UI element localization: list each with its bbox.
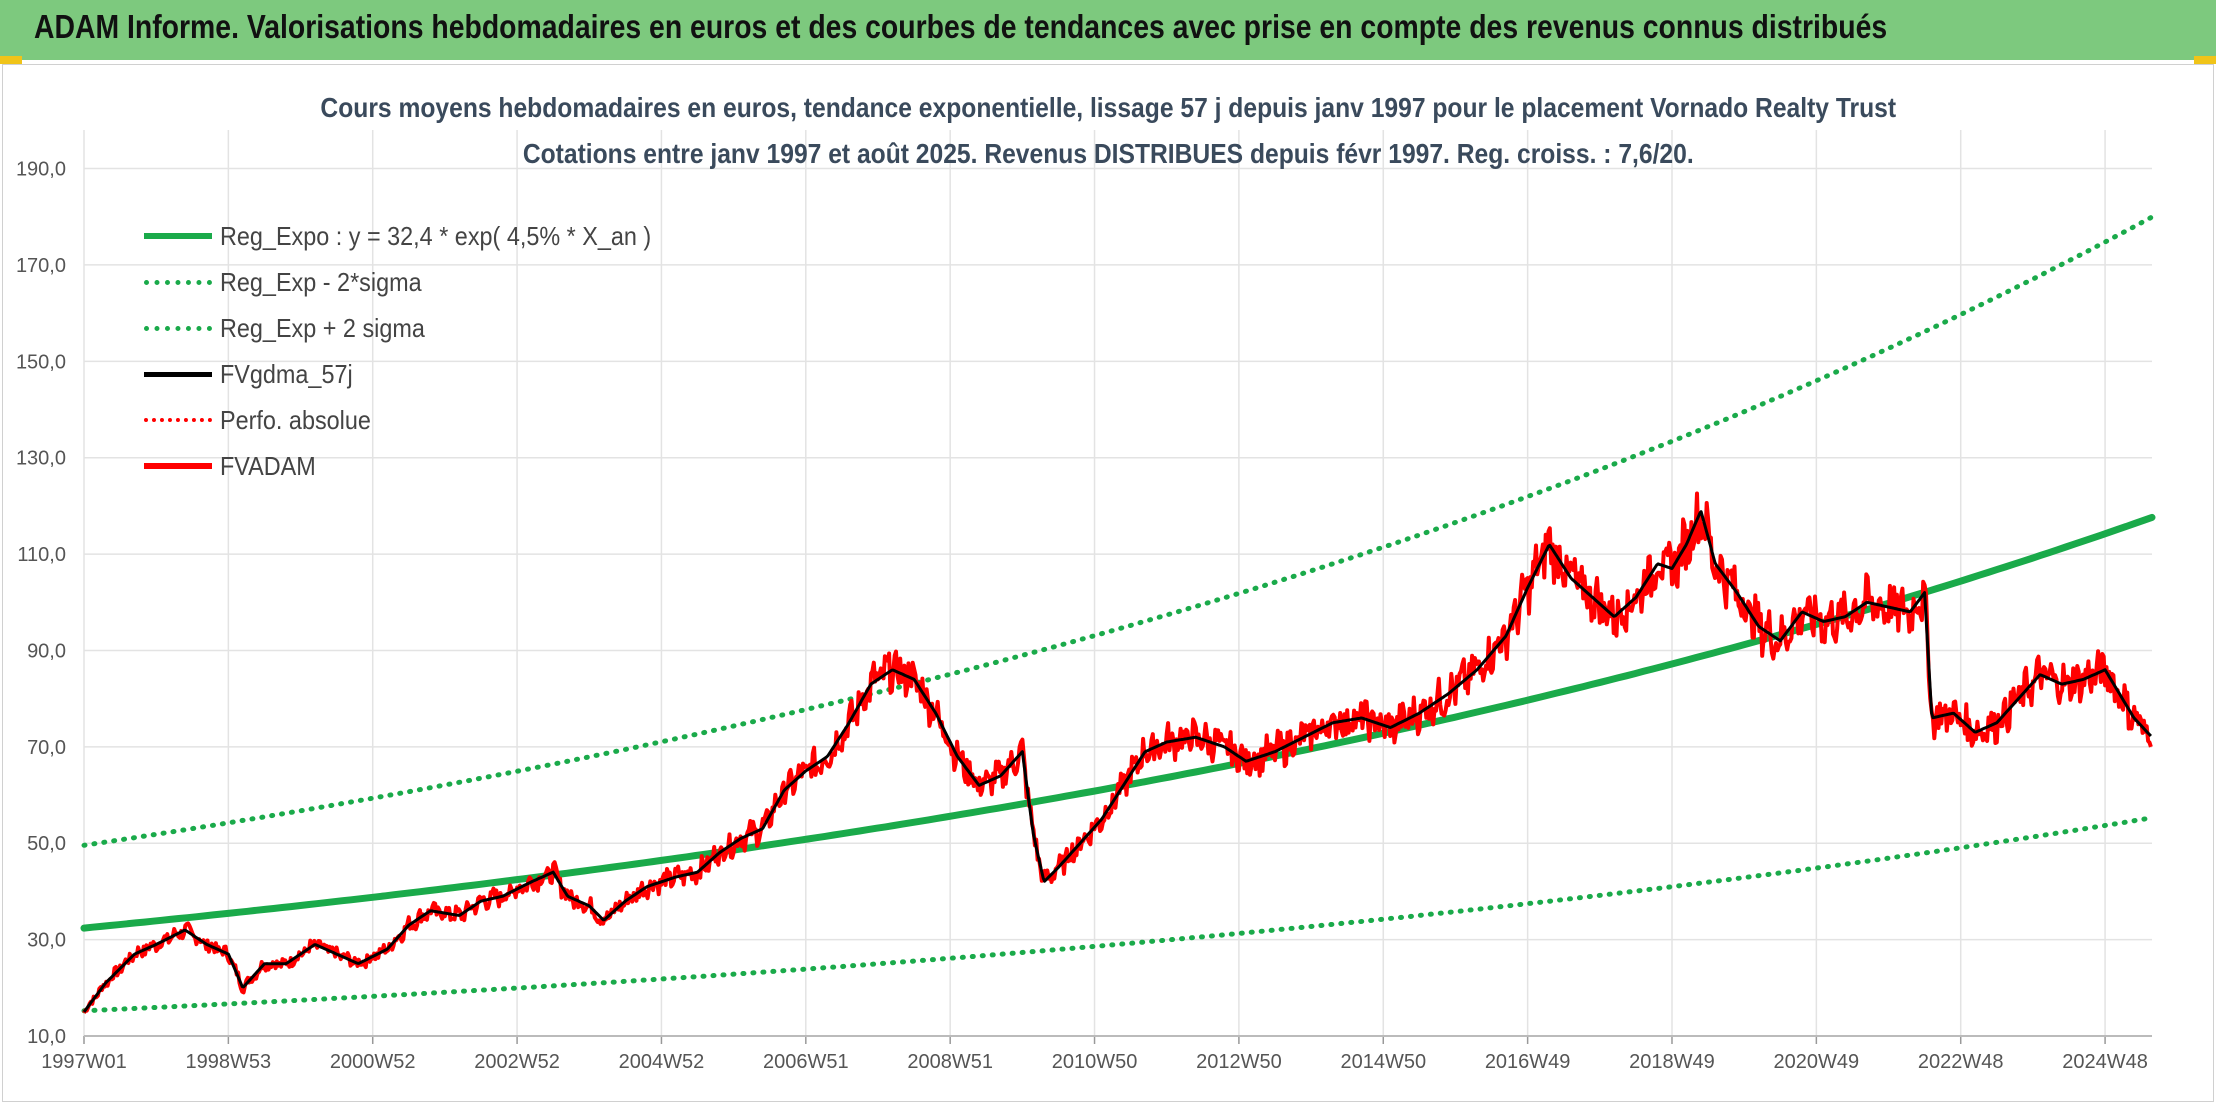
legend-swatch-reg-expo xyxy=(144,233,212,239)
y-tick-label: 30,0 xyxy=(27,930,66,952)
x-tick-label: 2018W49 xyxy=(1629,1051,1715,1073)
legend-label-reg-expo: Reg_Expo : y = 32,4 * exp( 4,5% * X_an ) xyxy=(220,220,652,251)
y-tick-label: 130,0 xyxy=(16,448,66,470)
y-tick-label: 110,0 xyxy=(17,544,66,566)
corner-mark-right xyxy=(2194,56,2216,64)
legend-label-fvadam: FVADAM xyxy=(220,450,316,481)
legend-swatch-fvadam xyxy=(144,463,212,469)
legend-swatch-fvgdma xyxy=(144,371,212,377)
reg-exp-plus-2sigma-line xyxy=(81,214,2155,848)
x-tick-label: 2016W49 xyxy=(1485,1051,1571,1073)
legend-item-reg-expo: Reg_Expo : y = 32,4 * exp( 4,5% * X_an ) xyxy=(144,216,699,256)
x-tick-label: 2006W51 xyxy=(763,1051,849,1073)
legend-item-reg-exp-plus: Reg_Exp + 2 sigma xyxy=(144,308,448,348)
legend-label-perfo-absolue: Perfo. absolue xyxy=(220,404,371,435)
legend-swatch-perfo-absolue xyxy=(144,418,212,422)
x-tick-label: 2024W48 xyxy=(2062,1051,2148,1073)
y-tick-label: 10,0 xyxy=(27,1026,66,1048)
fvadam-line xyxy=(82,491,2153,1014)
chart-title-line2: Cotations entre janv 1997 et août 2025. … xyxy=(522,138,1694,169)
header-banner: ADAM Informe. Valorisations hebdomadaire… xyxy=(0,0,2216,60)
legend-item-reg-exp-minus: Reg_Exp - 2*sigma xyxy=(144,262,444,302)
legend-label-fvgdma: FVgdma_57j xyxy=(220,358,353,389)
legend-label-reg-exp-plus: Reg_Exp + 2 sigma xyxy=(220,312,425,343)
y-tick-label: 150,0 xyxy=(16,351,66,373)
x-tick-label: 2008W51 xyxy=(907,1051,993,1073)
legend-item-fvadam: FVADAM xyxy=(144,446,326,486)
reg-exp-minus-2sigma-line xyxy=(81,815,2155,1014)
legend-swatch-reg-exp-plus xyxy=(144,325,212,331)
header-title: ADAM Informe. Valorisations hebdomadaire… xyxy=(34,8,1888,45)
reg-expo-line xyxy=(80,513,2156,932)
x-tick-label: 2010W50 xyxy=(1052,1051,1138,1073)
x-tick-label: 2020W49 xyxy=(1774,1051,1860,1073)
y-tick-label: 190,0 xyxy=(16,159,66,181)
legend-item-fvgdma: FVgdma_57j xyxy=(144,354,367,394)
corner-mark-left xyxy=(0,56,22,64)
x-tick-label: 2000W52 xyxy=(330,1051,416,1073)
fvgdma-57j-line xyxy=(82,510,2152,1013)
y-tick-label: 170,0 xyxy=(16,255,66,277)
x-tick-label: 2012W50 xyxy=(1196,1051,1282,1073)
y-tick-label: 90,0 xyxy=(27,640,66,662)
chart-title-line1: Cours moyens hebdomadaires en euros, ten… xyxy=(320,92,1896,123)
y-tick-label: 70,0 xyxy=(27,737,66,759)
x-tick-label: 2022W48 xyxy=(1918,1051,2004,1073)
chart-frame xyxy=(2,64,2214,1102)
x-tick-label: 2002W52 xyxy=(474,1051,560,1073)
legend-item-perfo-absolue: Perfo. absolue xyxy=(144,400,388,440)
x-tick-label: 1997W01 xyxy=(41,1051,127,1073)
x-tick-label: 1998W53 xyxy=(186,1051,272,1073)
legend-swatch-reg-exp-minus xyxy=(144,279,212,285)
y-tick-label: 50,0 xyxy=(27,833,66,855)
x-tick-label: 2014W50 xyxy=(1340,1051,1426,1073)
legend-label-reg-exp-minus: Reg_Exp - 2*sigma xyxy=(220,266,422,297)
x-tick-label: 2004W52 xyxy=(619,1051,705,1073)
